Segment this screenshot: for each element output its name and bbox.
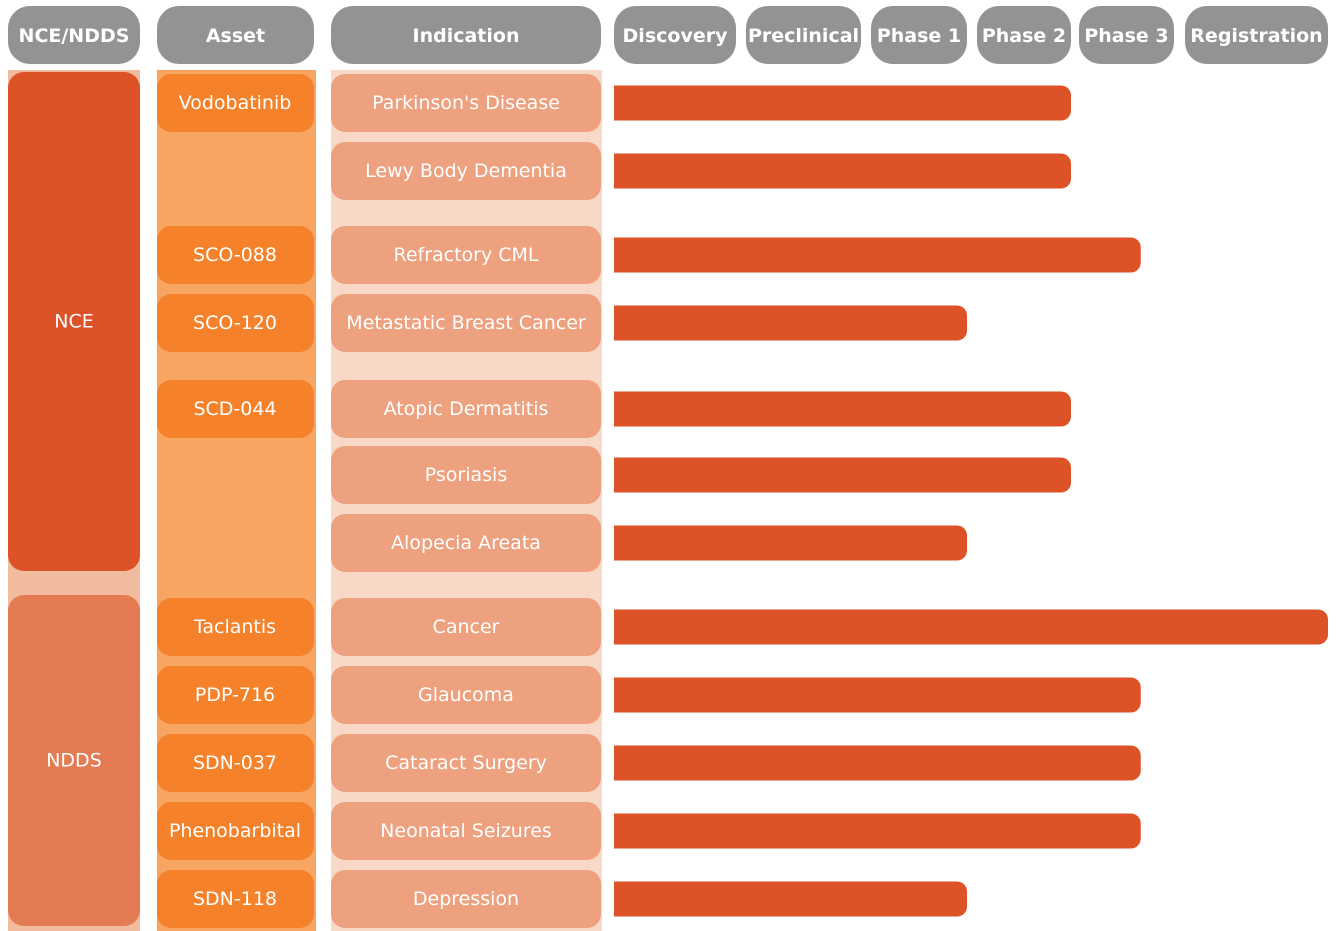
indication-pill — [331, 598, 601, 656]
indication-label: Lewy Body Dementia — [365, 160, 567, 182]
indication-label: Alopecia Areata — [391, 532, 541, 554]
indication-pill — [331, 514, 601, 572]
stage-pill — [1185, 6, 1328, 64]
progress-bar — [614, 881, 967, 917]
asset-pill — [157, 74, 314, 132]
asset-label: PDP-716 — [195, 684, 275, 706]
indication-pill — [331, 226, 601, 284]
asset-pill — [157, 598, 314, 656]
stage-pill — [1079, 6, 1174, 64]
indication-label: Atopic Dermatitis — [384, 398, 549, 420]
indication-pill — [331, 802, 601, 860]
indication-pill — [331, 74, 601, 132]
asset-pill — [157, 380, 314, 438]
indication-pill — [331, 446, 601, 504]
asset-strip — [157, 70, 316, 931]
header-pill — [157, 6, 314, 64]
progress-bar — [614, 391, 1071, 427]
indication-pill — [331, 870, 601, 928]
stage-label: Preclinical — [748, 25, 859, 47]
indication-pill — [331, 142, 601, 200]
asset-label: Phenobarbital — [169, 820, 301, 842]
asset-pill — [157, 802, 314, 860]
header-pill — [331, 6, 601, 64]
asset-pill — [157, 666, 314, 724]
indication-label: Refractory CML — [393, 244, 538, 266]
asset-pill — [157, 870, 314, 928]
progress-bar — [614, 677, 1141, 713]
progress-bar — [614, 813, 1141, 849]
indication-label: Cancer — [433, 616, 500, 638]
group-box — [8, 595, 140, 926]
indication-pill — [331, 734, 601, 792]
asset-label: SDN-118 — [193, 888, 277, 910]
indication-label: Parkinson's Disease — [372, 92, 560, 114]
stage-label: Registration — [1190, 25, 1322, 47]
stage-pill — [746, 6, 861, 64]
progress-bar — [614, 609, 1328, 645]
progress-bar — [614, 745, 1141, 781]
stage-label: Phase 1 — [877, 25, 961, 47]
indication-label: Depression — [413, 888, 519, 910]
indication-pill — [331, 294, 601, 352]
progress-bar — [614, 85, 1071, 121]
indication-label: Psoriasis — [425, 464, 507, 486]
header-label: Asset — [206, 25, 265, 47]
asset-label: Taclantis — [193, 616, 276, 638]
progress-bar — [614, 153, 1071, 189]
asset-label: SCO-120 — [193, 312, 277, 334]
group-label: NDDS — [46, 750, 102, 772]
asset-label: SDN-037 — [193, 752, 277, 774]
header-pill — [8, 6, 140, 64]
stage-label: Phase 3 — [1084, 25, 1168, 47]
header-label: NCE/NDDS — [19, 25, 130, 47]
indication-label: Metastatic Breast Cancer — [346, 312, 586, 334]
asset-pill — [157, 226, 314, 284]
progress-bar — [614, 305, 967, 341]
stage-pill — [977, 6, 1071, 64]
stage-label: Discovery — [623, 25, 729, 47]
stage-pill — [614, 6, 736, 64]
group-box — [8, 72, 140, 571]
progress-bar — [614, 525, 967, 561]
asset-label: Vodobatinib — [179, 92, 292, 114]
asset-label: SCO-088 — [193, 244, 277, 266]
progress-bar — [614, 237, 1141, 273]
indication-label: Glaucoma — [418, 684, 514, 706]
indication-label: Neonatal Seizures — [380, 820, 552, 842]
stage-pill — [871, 6, 967, 64]
group-label: NCE — [54, 311, 93, 333]
header-label: Indication — [413, 25, 520, 47]
indication-label: Cataract Surgery — [385, 752, 547, 774]
indication-pill — [331, 380, 601, 438]
asset-label: SCD-044 — [193, 398, 276, 420]
indication-pill — [331, 666, 601, 724]
stage-label: Phase 2 — [982, 25, 1066, 47]
asset-pill — [157, 734, 314, 792]
asset-pill — [157, 294, 314, 352]
progress-bar — [614, 457, 1071, 493]
